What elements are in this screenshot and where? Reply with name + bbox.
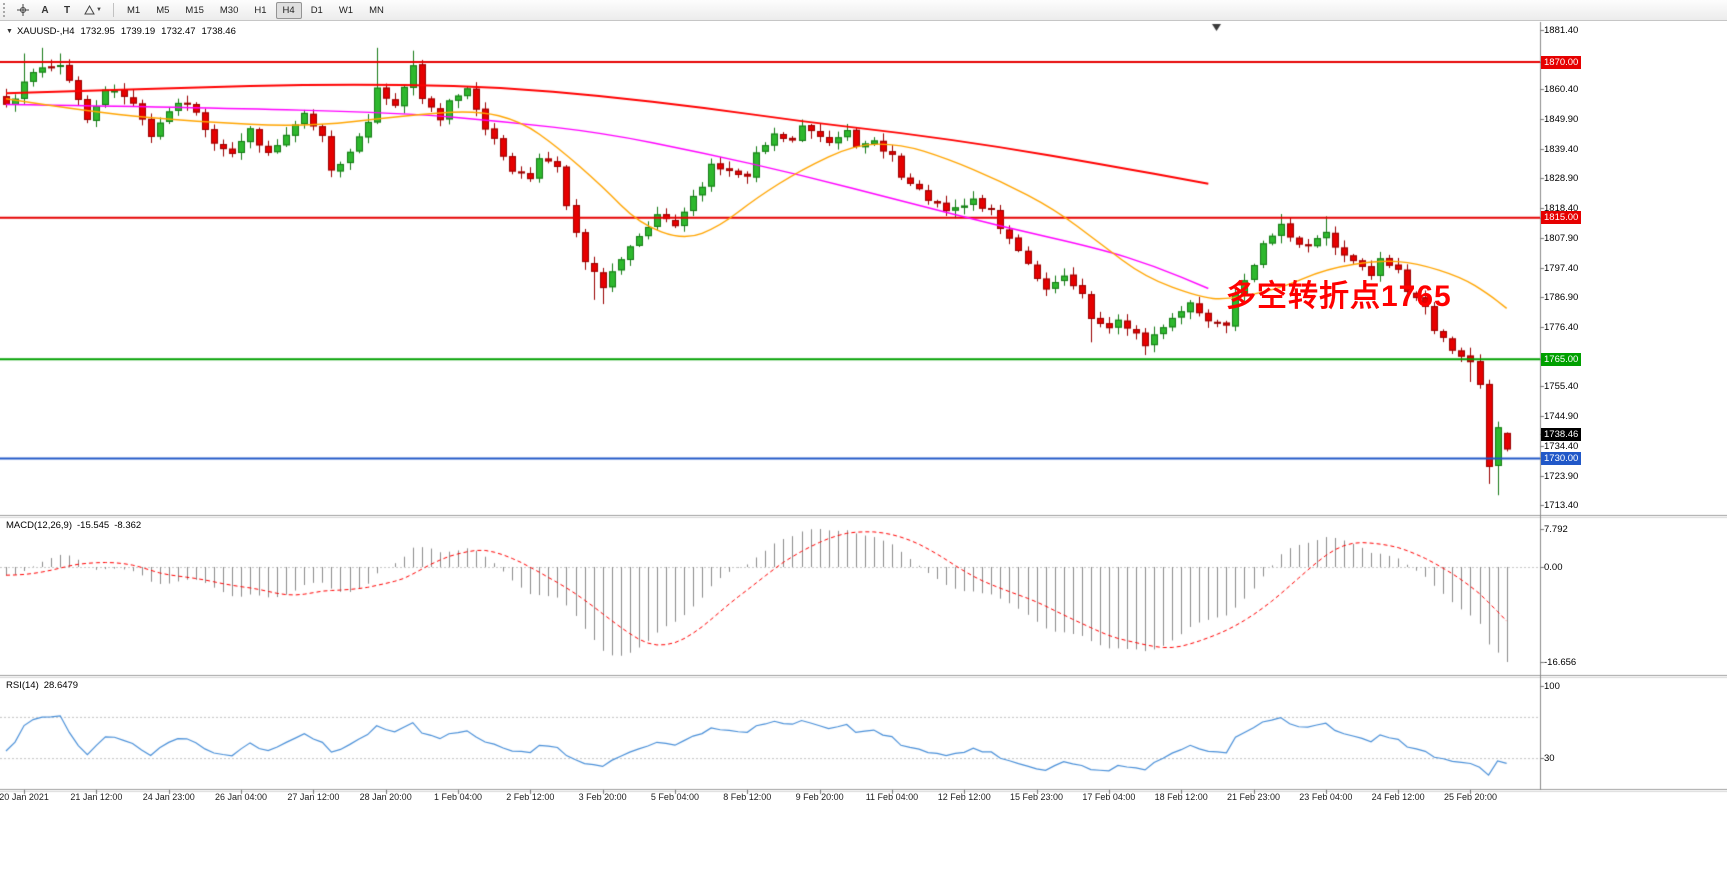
price-axis-label: 1807.90	[1544, 232, 1579, 244]
timeframe-button-h1[interactable]: H1	[254, 4, 267, 16]
time-axis-label: 27 Jan 12:00	[287, 792, 340, 802]
price-axis-label: 1839.40	[1544, 143, 1579, 155]
chevron-down-icon: ▼	[96, 7, 102, 13]
shapes-glyph	[84, 4, 95, 14]
toolbar-separator	[113, 3, 114, 17]
ohlc-open: 1732.95	[80, 26, 115, 37]
timeframe-button-m5[interactable]: M5	[156, 4, 170, 16]
rsi-axis-label: 100	[1544, 681, 1560, 692]
text-tool-icon[interactable]: A	[41, 4, 49, 16]
toolbar: A T ▼ M1 M5 M15 M30 H1 H4 D1 W1 MN	[0, 0, 1727, 21]
one-click-trading-icon[interactable]: ▼	[6, 28, 13, 35]
ohlc-close: 1738.46	[201, 26, 236, 37]
macd-axis-label: 0.00	[1544, 562, 1563, 573]
price-axis-label: 1849.90	[1544, 113, 1579, 125]
timeframe-button-w1[interactable]: W1	[338, 4, 354, 16]
time-axis-label: 28 Jan 20:00	[359, 792, 412, 802]
level-badge-1730: 1730.00	[1541, 451, 1582, 465]
time-axis-label: 24 Jan 23:00	[142, 792, 195, 802]
time-axis-label: 15 Feb 23:00	[1010, 792, 1064, 802]
time-axis-label: 11 Feb 04:00	[865, 792, 919, 802]
time-axis-label: 1 Feb 04:00	[433, 792, 483, 802]
time-axis-label: 8 Feb 12:00	[723, 792, 772, 802]
price-axis-label: 1734.40	[1544, 440, 1579, 452]
time-axis-label: 12 Feb 12:00	[937, 792, 991, 802]
time-axis-label: 25 Feb 20:00	[1443, 792, 1497, 802]
price-axis-label: 1797.40	[1544, 262, 1579, 274]
level-badge-1870: 1870.00	[1541, 55, 1582, 69]
macd-signal-value: -8.362	[114, 520, 142, 531]
symbol-title: XAUUSD-,H4	[16, 26, 75, 37]
price-axis-label: 1713.40	[1544, 500, 1579, 512]
macd-main-value: -15.545	[77, 520, 110, 531]
bid-price-badge: 1738.46	[1541, 427, 1582, 441]
crosshair-glyph	[17, 4, 29, 16]
shapes-dropdown-icon[interactable]: ▼	[79, 2, 107, 19]
ohlc-high: 1739.19	[120, 26, 156, 37]
price-axis-label: 1786.90	[1544, 292, 1579, 304]
price-axis-label: 1818.40	[1544, 203, 1579, 215]
macd-label: MACD(12,26,9) -15.545 -8.362	[6, 520, 141, 531]
level-badge-1765: 1765.00	[1541, 352, 1582, 366]
price-annotation: 多空转折点1765	[1226, 280, 1452, 313]
time-axis-label: 18 Feb 12:00	[1154, 792, 1208, 802]
timeframe-button-d1[interactable]: D1	[310, 4, 323, 16]
toolbar-grip[interactable]	[3, 3, 8, 17]
time-axis-label: 24 Feb 12:00	[1371, 792, 1425, 802]
rsi-value: 28.6479	[43, 680, 79, 691]
price-axis-label: 1881.40	[1544, 24, 1579, 36]
time-axis-label: 5 Feb 04:00	[650, 792, 699, 802]
timeframe-buttons: M1 M5 M15 M30 H1 H4 D1 W1 MN	[119, 1, 392, 19]
crosshair-icon[interactable]	[13, 2, 33, 19]
label-tool-icon[interactable]: T	[63, 4, 71, 16]
price-axis-label: 1755.40	[1544, 381, 1579, 393]
ohlc-low: 1732.47	[161, 26, 196, 37]
time-axis-label: 2 Feb 12:00	[506, 792, 555, 802]
macd-axis-label: 7.792	[1544, 524, 1568, 535]
time-axis-label: 20 Jan 2021	[0, 792, 49, 802]
time-axis-label: 9 Feb 20:00	[795, 792, 844, 802]
time-axis-label: 21 Jan 12:00	[70, 792, 123, 802]
timeframe-button-m1[interactable]: M1	[127, 4, 141, 16]
price-axis-label: 1776.40	[1544, 322, 1579, 334]
time-axis-label: 21 Feb 23:00	[1226, 792, 1281, 802]
rsi-name: RSI(14)	[6, 680, 39, 691]
timeframe-button-m30[interactable]: M30	[219, 4, 239, 16]
price-axis-label: 1860.40	[1544, 84, 1579, 96]
level-badge-1815: 1815.00	[1541, 211, 1582, 225]
rsi-label: RSI(14) 28.6479	[6, 680, 78, 691]
price-axis-label: 1828.90	[1544, 173, 1579, 185]
macd-name: MACD(12,26,9)	[6, 520, 72, 531]
chart-header: ▼ XAUUSD-,H4 1732.95 1739.19 1732.47 173…	[6, 26, 236, 37]
time-axis-label: 3 Feb 20:00	[578, 792, 627, 802]
timeframe-button-h4[interactable]: H4	[275, 1, 302, 19]
rsi-axis-label: 30	[1544, 753, 1555, 765]
price-axis-label: 1723.90	[1544, 470, 1579, 482]
time-axis-label: 17 Feb 04:00	[1082, 792, 1136, 802]
timeframe-button-mn[interactable]: MN	[369, 4, 384, 16]
timeframe-button-m15[interactable]: M15	[185, 4, 204, 16]
price-axis-label: 1744.90	[1544, 411, 1579, 423]
time-axis-label: 23 Feb 04:00	[1299, 792, 1353, 802]
time-axis-label: 26 Jan 04:00	[215, 792, 268, 802]
macd-axis-label: -16.656	[1544, 657, 1577, 668]
